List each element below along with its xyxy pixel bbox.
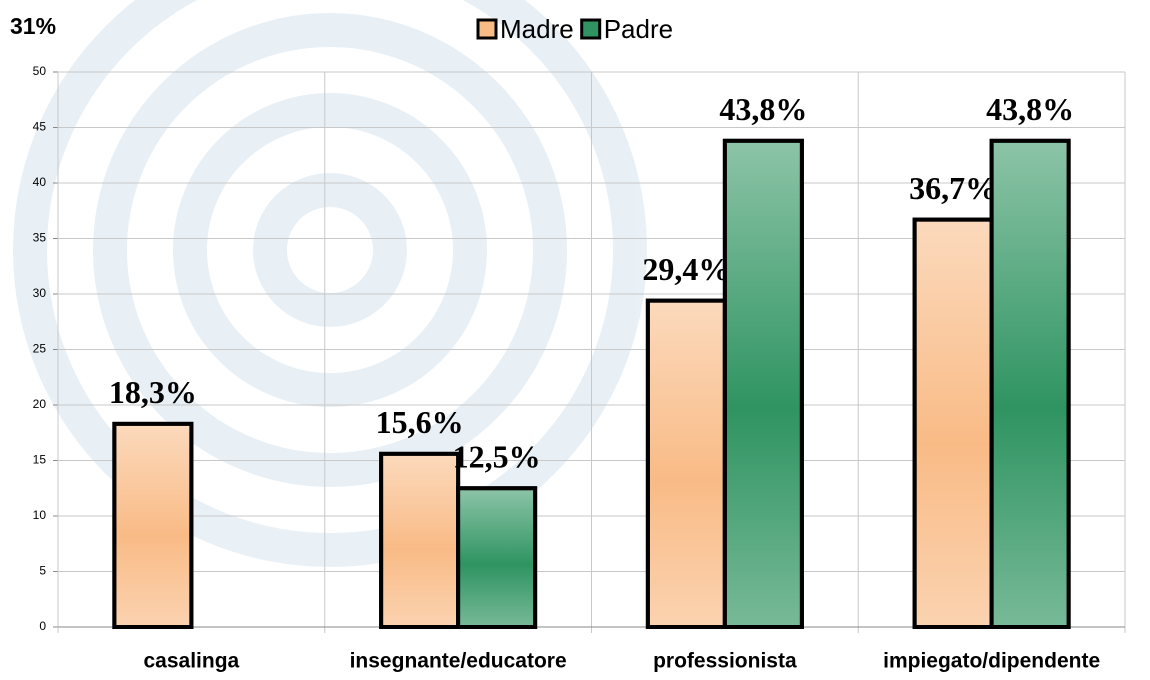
bar-shade [645, 298, 727, 629]
y-tick-label: 45 [33, 120, 47, 134]
y-tick-label: 10 [33, 508, 47, 522]
bar-shade [989, 138, 1071, 629]
value-label: 43,8% [719, 91, 807, 127]
y-tick-label: 40 [33, 175, 47, 189]
watermark [13, 0, 647, 567]
y-tick-label: 35 [33, 231, 47, 245]
legend-swatch [580, 18, 602, 40]
bar-shade [722, 138, 804, 629]
y-tick-label: 20 [33, 397, 47, 411]
y-tick-label: 30 [33, 286, 47, 300]
bar-shade [912, 217, 994, 629]
bar-shade [112, 421, 194, 629]
y-tick-label: 15 [33, 453, 47, 467]
legend-label: Madre [500, 14, 574, 44]
y-tick-label: 25 [33, 342, 47, 356]
bar-shade [379, 451, 461, 629]
x-tick-label: professionista [653, 650, 797, 673]
x-tick-label: insegnante/educatore [350, 650, 567, 673]
annotation: 31% [10, 13, 56, 39]
y-tick-label: 5 [39, 564, 46, 578]
x-tick-label: casalinga [144, 650, 240, 673]
y-tick-label: 50 [33, 64, 47, 78]
value-label: 29,4% [642, 251, 730, 287]
value-label: 36,7% [909, 170, 997, 206]
bar-shade [456, 486, 538, 629]
value-label: 12,5% [453, 439, 541, 475]
value-label: 15,6% [376, 404, 464, 440]
x-tick-label: impiegato/dipendente [883, 650, 1100, 673]
value-label: 43,8% [986, 91, 1074, 127]
y-tick-label: 0 [39, 619, 46, 633]
value-label: 18,3% [109, 374, 197, 410]
legend-swatch [476, 18, 498, 40]
legend-label: Padre [604, 14, 673, 44]
